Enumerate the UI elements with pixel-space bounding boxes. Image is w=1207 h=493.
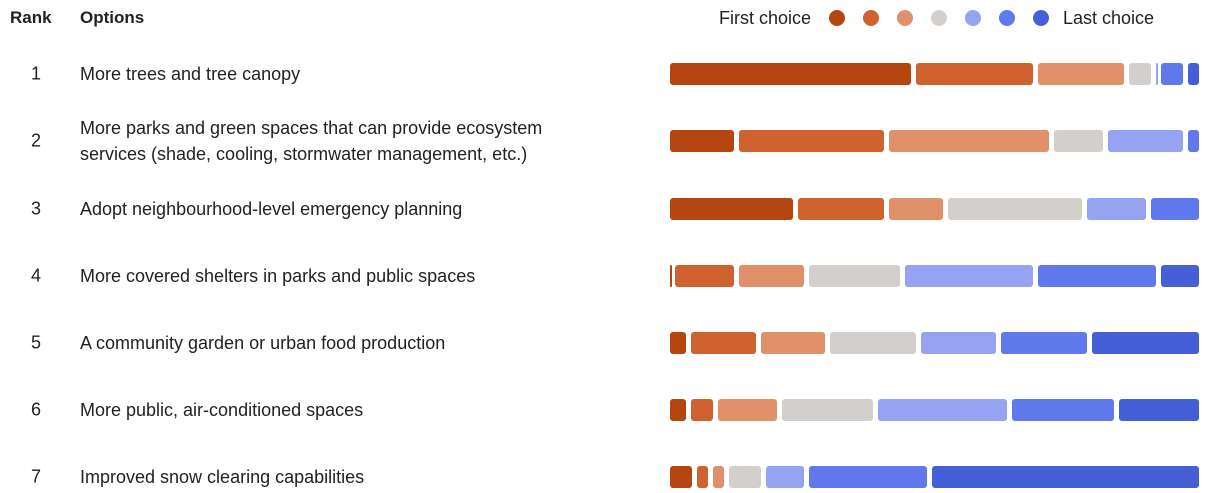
legend-dot	[931, 10, 947, 26]
rank-number: 3	[30, 198, 41, 219]
bar-segment	[782, 399, 874, 421]
bar-segment	[1091, 332, 1199, 354]
bar-segment	[798, 198, 884, 220]
option-label: A community garden or urban food product…	[80, 333, 446, 353]
rank-number: 5	[30, 332, 41, 353]
bar-segment	[728, 466, 762, 488]
bar-segment	[878, 399, 1007, 421]
bar-segment	[1086, 198, 1146, 220]
options-header: Options	[80, 8, 145, 27]
bar-segment	[718, 399, 778, 421]
bar-segment	[670, 198, 794, 220]
option-label: More covered shelters in parks and publi…	[80, 266, 476, 286]
bar-segment	[1118, 399, 1199, 421]
bar-segment	[1001, 332, 1087, 354]
bar-segment	[1150, 198, 1199, 220]
bar-segment	[1129, 63, 1151, 85]
option-label: More trees and tree canopy	[80, 64, 301, 84]
legend-dot	[863, 10, 879, 26]
bar-segment	[808, 466, 927, 488]
rank-number: 6	[30, 399, 41, 420]
option-label: Adopt neighbourhood-level emergency plan…	[80, 199, 463, 219]
rank-number: 7	[30, 466, 41, 487]
bar-segment	[915, 63, 1034, 85]
bar-segment	[670, 466, 692, 488]
bar-segment	[670, 332, 687, 354]
bar-segment	[1161, 265, 1199, 287]
bar-segment	[670, 130, 735, 152]
legend-end: Last choice	[1063, 8, 1155, 28]
rank-number: 1	[30, 63, 41, 84]
bar-segment	[904, 265, 1034, 287]
bar-segment	[888, 198, 943, 220]
bar-segment	[670, 399, 687, 421]
bar-segment	[760, 332, 826, 354]
legend-dot	[829, 10, 845, 26]
bar-segment	[691, 399, 714, 421]
bar-segment	[1161, 63, 1183, 85]
bar-segment	[1038, 265, 1157, 287]
bar-segment	[696, 466, 708, 488]
bar-segment	[1107, 130, 1183, 152]
bar-segment	[1187, 130, 1199, 152]
bar-segment	[1155, 63, 1158, 85]
bar-segment	[931, 466, 1199, 488]
bar-segment	[947, 198, 1082, 220]
option-label: More public, air-conditioned spaces	[80, 400, 364, 420]
bar-segment	[1038, 63, 1125, 85]
rank-number: 2	[30, 130, 41, 151]
bar-segment	[1054, 130, 1103, 152]
bar-segment	[808, 265, 900, 287]
bar-segment	[712, 466, 724, 488]
bar-segment	[888, 130, 1050, 152]
bar-segment	[1187, 63, 1199, 85]
rank-header: Rank	[10, 8, 52, 27]
bar-segment	[670, 265, 672, 287]
legend-start: First choice	[718, 8, 811, 28]
bar-segment	[675, 265, 735, 287]
legend-dot	[1033, 10, 1049, 26]
legend-dot	[999, 10, 1015, 26]
rank-number: 4	[30, 265, 41, 286]
legend-dot	[897, 10, 913, 26]
legend-dot	[965, 10, 981, 26]
option-label: Improved snow clearing capabilities	[80, 467, 365, 487]
bar-segment	[739, 130, 884, 152]
bar-segment	[691, 332, 756, 354]
bar-segment	[1011, 399, 1114, 421]
bar-segment	[670, 63, 911, 85]
bar-segment	[766, 466, 804, 488]
bar-segment	[830, 332, 916, 354]
option-label: More parks and green spaces that can pro…	[80, 118, 543, 164]
bar-segment	[920, 332, 997, 354]
bar-segment	[739, 265, 804, 287]
